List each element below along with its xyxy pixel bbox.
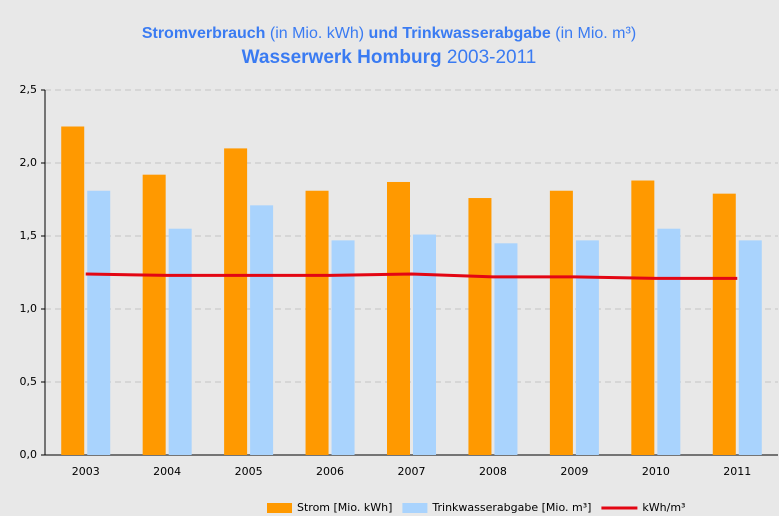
bar <box>224 148 248 455</box>
bar <box>494 243 518 455</box>
title-part: (in Mio. m³) <box>551 25 636 42</box>
legend-label: Trinkwasserabgabe [Mio. m³] <box>431 501 591 514</box>
bar <box>387 181 410 456</box>
y-tick-label: 0,0 <box>20 448 38 461</box>
x-tick-label: 2008 <box>479 465 507 478</box>
chart-title: Stromverbrauch (in Mio. kWh) und Trinkwa… <box>142 25 636 42</box>
bar <box>657 228 681 455</box>
y-tick-label: 1,0 <box>20 302 38 315</box>
bar <box>331 240 355 455</box>
bar <box>250 205 274 455</box>
title-part: 2003-2011 <box>442 47 537 68</box>
bar <box>142 174 166 455</box>
legend-label: Strom [Mio. kWh] <box>297 501 392 514</box>
x-tick-label: 2009 <box>560 465 588 478</box>
bar <box>549 190 573 456</box>
x-tick-label: 2004 <box>153 465 181 478</box>
bar <box>631 180 655 455</box>
y-tick-label: 2,5 <box>20 83 38 96</box>
bar <box>87 190 111 456</box>
x-tick-label: 2005 <box>235 465 263 478</box>
bar <box>413 234 436 455</box>
bar <box>61 126 85 455</box>
bar <box>305 190 329 456</box>
bar <box>738 240 762 455</box>
title-part: (in Mio. kWh) <box>265 25 368 42</box>
x-tick-label: 2007 <box>398 465 426 478</box>
bar <box>575 240 599 455</box>
title-part: Stromverbrauch <box>142 25 266 42</box>
bar <box>712 193 736 455</box>
y-tick-label: 2,0 <box>20 156 38 169</box>
y-tick-label: 1,5 <box>20 229 38 242</box>
line <box>85 272 738 280</box>
x-tick-label: 2006 <box>316 465 344 478</box>
y-tick-label: 0,5 <box>20 375 38 388</box>
legend-label: kWh/m³ <box>642 501 685 514</box>
x-tick-label: 2011 <box>723 465 751 478</box>
title-part: und Trinkwasserabgabe <box>369 25 551 42</box>
x-tick-label: 2003 <box>72 465 100 478</box>
legend-swatch <box>267 503 292 513</box>
bar <box>468 198 492 456</box>
legend-swatch <box>402 503 428 513</box>
title-part: Wasserwerk Homburg <box>242 47 442 68</box>
chart-title: Wasserwerk Homburg 2003-2011 <box>242 47 537 68</box>
bar <box>168 228 192 455</box>
x-tick-label: 2010 <box>642 465 670 478</box>
